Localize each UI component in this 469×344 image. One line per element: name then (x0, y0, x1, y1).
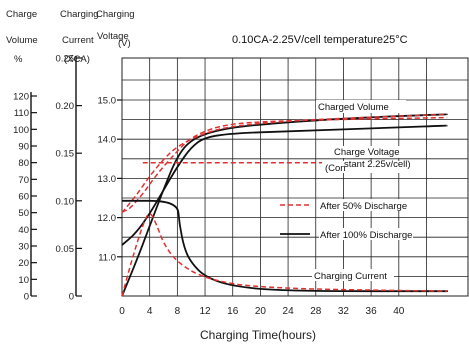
x-tick-label: 16 (227, 306, 239, 317)
x-tick-label: 20 (255, 306, 267, 317)
annotation-charge-voltage-3: stant 2.25v/cell) (344, 159, 411, 170)
annotation-charge-voltage-2: (Con (325, 163, 346, 174)
series-line-charging-current-50 (121, 213, 448, 297)
charging-current-tick-label: 0.25 (56, 54, 75, 65)
charge-volume-tick-label: 70 (18, 175, 29, 186)
annotation-bg (333, 146, 413, 158)
header-col3-line1: Charging (96, 9, 135, 20)
series-line-charge-volume-50 (121, 113, 448, 214)
charge-volume-tick-label: 80 (18, 158, 29, 169)
charging-voltage-tick-label: 13.0 (98, 174, 117, 185)
charging-voltage-tick-label: 12.0 (98, 213, 117, 224)
charge-volume-tick-label: 50 (18, 208, 29, 219)
grid-lines (122, 58, 468, 296)
series-line-charging-voltage-50 (121, 116, 448, 213)
charging-voltage-tick-label: 15.0 (98, 96, 117, 107)
charge-volume-tick-label: 90 (18, 142, 29, 153)
header-col3-line2: Voltage (97, 31, 129, 42)
x-tick-label: 24 (283, 306, 295, 317)
x-tick-label: 32 (338, 306, 350, 317)
charge-volume-tick-label: 110 (14, 108, 29, 119)
header-col1-line2: Volume (6, 35, 38, 46)
charge-volume-tick-label: 0 (24, 292, 29, 303)
annotation-charge-voltage-1: Charge Voltage (334, 147, 400, 158)
charging-current-tick-label: 0.15 (56, 149, 75, 160)
annotation-bg (316, 100, 406, 113)
charging-current-tick-label: 0 (69, 292, 74, 303)
annotation-bg (322, 161, 414, 173)
legend-bg (319, 228, 413, 240)
chart-title: 0.10CA-2.25V/cell temperature25°C (232, 34, 408, 46)
charging-current-tick-label: 0.05 (56, 244, 75, 255)
charge-volume-tick-label: 100 (13, 125, 29, 136)
x-tick-label: 4 (147, 306, 153, 317)
x-axis-label: Charging Time(hours) (200, 328, 316, 342)
annotation-charging-current: Charging Current (314, 271, 387, 282)
charge-volume-tick-label: 120 (13, 92, 29, 103)
header-col1-line3: % (14, 54, 23, 65)
annotation-bg (312, 269, 394, 281)
legend-label-100: After 100% Discharge (320, 230, 412, 241)
x-tick-label: 28 (310, 306, 322, 317)
legend-label-50: After 50% Discharge (320, 201, 407, 212)
x-tick-label: 12 (199, 306, 211, 317)
legend-bg (319, 199, 407, 211)
charging-current-axis: 0 0.05 0.10 0.15 0.20 0.25 (56, 54, 82, 303)
x-tick-label: 40 (393, 306, 405, 317)
plot-area (121, 57, 469, 297)
charge-volume-tick-label: 20 (18, 258, 29, 269)
series-line-charging-current-100 (121, 199, 449, 293)
charge-volume-tick-label: 30 (18, 242, 29, 253)
x-tick-label: 8 (175, 306, 181, 317)
header-col2-line1: Charging (60, 9, 99, 20)
x-tick-label: 0 (119, 306, 125, 317)
charging-current-tick-label: 0.20 (56, 101, 75, 112)
header-col3-line3: (V) (118, 38, 131, 49)
annotation-charged-volume: Charged Volume (318, 102, 389, 113)
header-col2-line3: (XCA) (64, 54, 90, 65)
x-tick-label: 36 (366, 306, 378, 317)
charging-voltage-axis: 11.0 12.0 13.0 14.0 15.0 (98, 96, 122, 263)
header-col2-line2: Current (62, 35, 94, 46)
charging-voltage-tick-label: 11.0 (98, 252, 116, 263)
charge-volume-tick-label: 10 (18, 275, 29, 286)
charge-volume-tick-label: 60 (18, 192, 29, 203)
charge-volume-tick-label: 40 (18, 225, 29, 236)
legend: After 50% Discharge After 100% Discharge (280, 199, 413, 241)
charging-current-tick-label: 0.10 (56, 196, 75, 207)
series-group (121, 113, 449, 297)
x-axis: 0 4 8 12 16 20 24 28 32 36 40 (119, 306, 405, 317)
header-col1-line1: Charge (6, 9, 37, 20)
charge-volume-axis: 0 10 20 30 40 50 60 70 80 90 100 110 120 (13, 92, 37, 303)
series-line-charging-voltage-100 (121, 124, 449, 246)
charging-voltage-tick-label: 14.0 (98, 135, 117, 146)
